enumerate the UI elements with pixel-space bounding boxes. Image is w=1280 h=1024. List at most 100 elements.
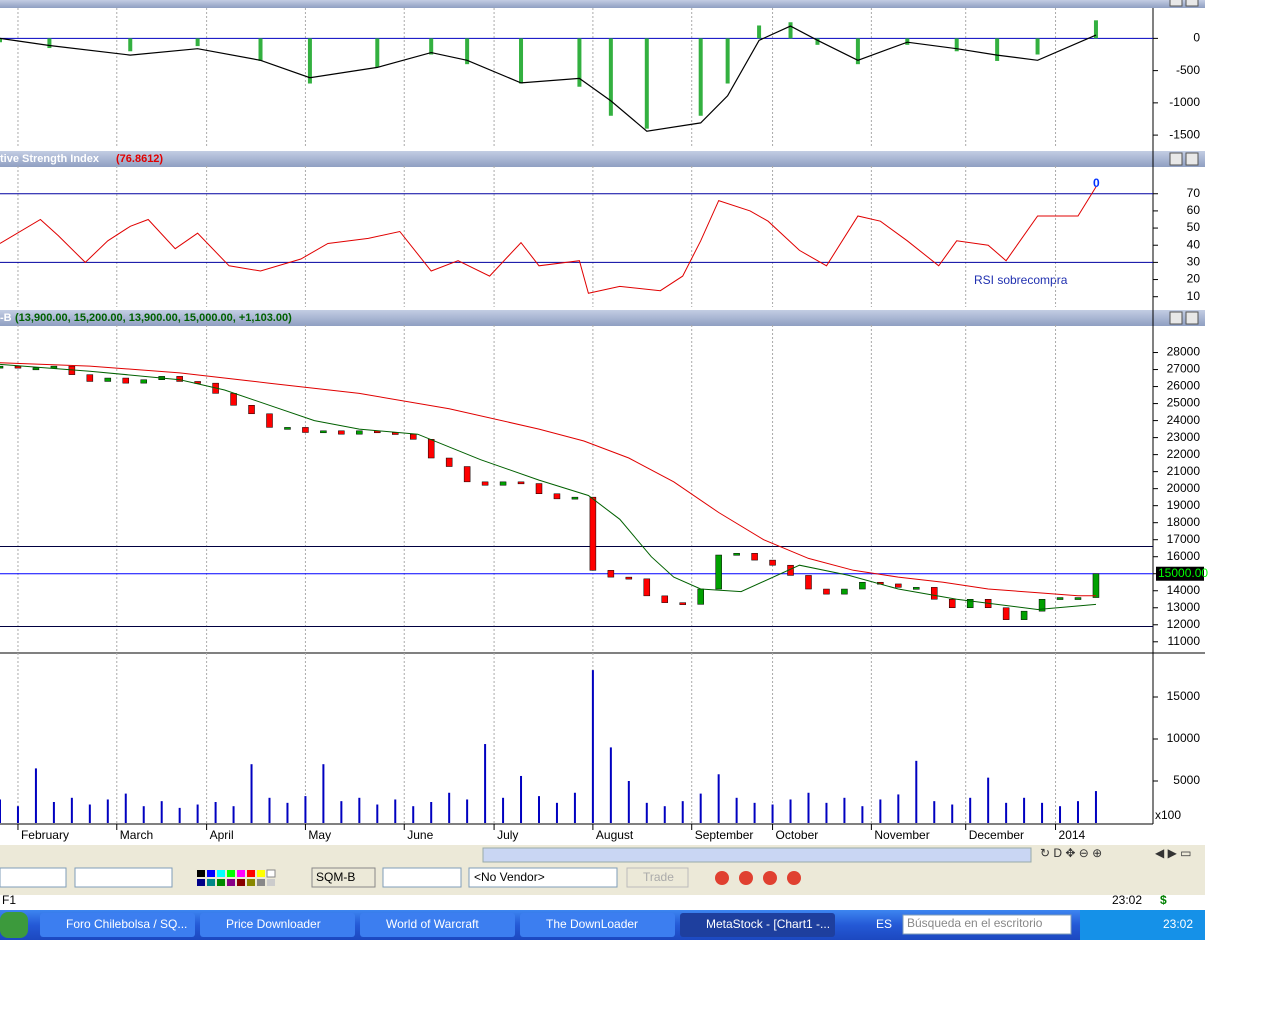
time-tick-label: March (120, 828, 153, 842)
icon[interactable]: ↻ D ✥ ⊖ ⊕ (1040, 846, 1102, 860)
task-button[interactable] (200, 913, 355, 937)
candle (499, 481, 507, 486)
vendor: <No Vendor> (474, 870, 545, 884)
task-buttons[interactable]: Foro Chilebolsa / SQ... Price Downloader W… (40, 913, 835, 937)
line-width-combo[interactable] (74, 867, 173, 888)
app-window (0, 0, 1205, 910)
swatch[interactable] (237, 870, 245, 877)
swatch[interactable] (257, 879, 265, 886)
candle (643, 578, 651, 597)
y-tick-label: -500 (1176, 63, 1200, 77)
combo[interactable] (382, 867, 462, 888)
macd-histogram-bar (725, 38, 730, 84)
maximize[interactable] (1169, 311, 1183, 325)
task-button[interactable] (680, 913, 835, 937)
volume-bar (376, 804, 379, 823)
volume-bar (573, 792, 576, 823)
volume-bar (861, 806, 864, 823)
volume-bar (484, 744, 487, 823)
swatch[interactable] (267, 879, 275, 886)
color-palette[interactable] (197, 869, 276, 886)
candle (823, 588, 830, 595)
time-tick-label: May (308, 828, 331, 842)
volume-bar (124, 793, 127, 823)
macd-histogram-bar (788, 22, 793, 39)
volume-bar (807, 792, 810, 823)
volume-bar (394, 799, 397, 823)
symbol-box[interactable] (311, 867, 376, 888)
volume-bar (412, 806, 415, 823)
time-tick-label: 2014 (1059, 828, 1086, 842)
trade-button[interactable] (626, 867, 689, 888)
swatch[interactable] (266, 869, 276, 878)
y-tick-label: 12000 (1167, 617, 1201, 631)
swatch[interactable] (237, 879, 245, 886)
task-button[interactable] (520, 913, 675, 937)
close[interactable] (1185, 0, 1199, 7)
maximize[interactable] (1169, 152, 1183, 166)
swatch[interactable] (247, 879, 255, 886)
macd-histogram-bar (258, 38, 263, 61)
y-tick-label: 15000 (1167, 689, 1201, 703)
swatch[interactable] (217, 879, 225, 886)
swatch[interactable] (227, 879, 235, 886)
volume-bar (1059, 806, 1062, 823)
macd-histogram-bar (608, 38, 613, 116)
swatch[interactable] (197, 870, 205, 877)
maximize[interactable] (1169, 0, 1183, 7)
candle (661, 595, 669, 603)
task-label: MetaStock - [Chart1 -... (706, 917, 830, 931)
icon[interactable]: ◀ ▶ ▭ (1155, 846, 1191, 860)
vendor-combo[interactable] (468, 867, 618, 888)
rsi-marker: 0 (1093, 176, 1100, 190)
task-button[interactable] (360, 913, 515, 937)
swatch[interactable] (257, 870, 265, 877)
task-label: The DownLoader (546, 917, 638, 931)
swatch[interactable] (247, 870, 255, 877)
browser-icons[interactable] (715, 871, 801, 885)
task-label: World of Warcraft (386, 917, 479, 931)
volume-bar (340, 801, 343, 823)
y-tick-label: 0 (1193, 31, 1200, 45)
candle (104, 377, 112, 382)
macd-histogram-bar (644, 38, 649, 129)
swatch[interactable] (217, 870, 225, 877)
window-buttons[interactable] (1169, 0, 1199, 325)
y-tick-label: 20 (1187, 272, 1201, 286)
volume-bar (915, 760, 918, 823)
macd-histogram-bar (995, 38, 1000, 61)
start-button[interactable] (0, 912, 28, 938)
tray (1080, 910, 1205, 940)
line-style-combo[interactable] (0, 867, 67, 888)
icon[interactable] (763, 871, 777, 885)
volume-bar (196, 804, 199, 823)
scrollbar[interactable] (482, 847, 1032, 863)
icon[interactable] (715, 871, 729, 885)
icon[interactable] (787, 871, 801, 885)
nav-icons[interactable]: ↻ D ✥ ⊖ ⊕ ◀ ▶ ▭ (1040, 846, 1191, 860)
volume-bar (591, 670, 594, 823)
candle (230, 393, 237, 406)
candle (1038, 599, 1046, 612)
search-box[interactable] (902, 914, 1072, 935)
candle (320, 430, 327, 434)
candle (859, 581, 866, 590)
candle (931, 587, 938, 600)
volume-bar (52, 802, 55, 823)
macd-histogram-bar (757, 25, 762, 39)
task-button[interactable] (40, 913, 195, 937)
time-tick-label: September (695, 828, 754, 842)
candle (535, 483, 543, 495)
time-tick-label: June (407, 828, 433, 842)
swatch[interactable] (197, 879, 205, 886)
icon[interactable] (739, 871, 753, 885)
y-tick-label: 24000 (1167, 413, 1201, 427)
close[interactable] (1185, 152, 1199, 166)
trade-label: Trade (643, 870, 674, 884)
close[interactable] (1185, 311, 1199, 325)
swatch[interactable] (207, 879, 215, 886)
swatch[interactable] (207, 870, 215, 877)
candle (607, 570, 615, 578)
swatch[interactable] (227, 870, 235, 877)
candle (427, 439, 435, 459)
